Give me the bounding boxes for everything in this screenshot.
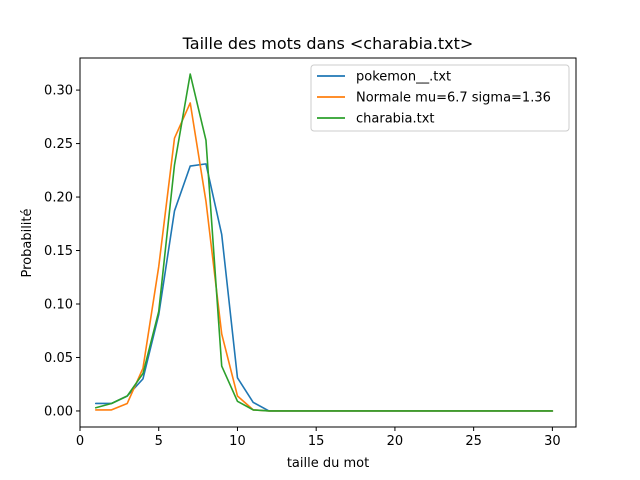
- x-tick-label: 10: [229, 434, 246, 449]
- x-tick-label: 5: [155, 434, 163, 449]
- y-tick-label: 0.30: [44, 84, 73, 99]
- legend-label-1: pokemon__.txt: [356, 70, 451, 85]
- axes-frame: [79, 57, 577, 428]
- legend: pokemon__.txt Normale mu=6.7 sigma=1.36 ch…: [310, 64, 570, 132]
- y-tick-label: 0.00: [44, 404, 73, 419]
- x-tick-label: 20: [387, 434, 404, 449]
- y-tick-label: 0.25: [44, 137, 73, 152]
- legend-label-2: Normale mu=6.7 sigma=1.36: [356, 91, 551, 106]
- y-tick-label: 0.05: [44, 351, 73, 366]
- y-tick-label: 0.10: [44, 298, 73, 313]
- y-tick-label: 0.15: [44, 244, 73, 259]
- x-axis-label: taille du mot: [287, 456, 369, 471]
- plot-area: [94, 73, 554, 412]
- y-axis: 0.00 0.05 0.10 0.15 0.20 0.25 0.30: [44, 84, 80, 419]
- x-tick-label: 15: [308, 434, 325, 449]
- x-tick-label: 0: [76, 434, 84, 449]
- y-axis-label: Probabilité: [20, 208, 35, 277]
- legend-label-3: charabia.txt: [356, 112, 435, 127]
- y-tick-label: 0.20: [44, 191, 73, 206]
- x-tick-label: 30: [544, 434, 561, 449]
- series-line-3: [94, 73, 554, 412]
- chart-title: Taille des mots dans <charabia.txt>: [182, 34, 474, 53]
- x-axis: 0 5 10 15 20 25 30: [76, 427, 561, 449]
- x-tick-label: 25: [465, 434, 482, 449]
- legend-box: [310, 64, 570, 132]
